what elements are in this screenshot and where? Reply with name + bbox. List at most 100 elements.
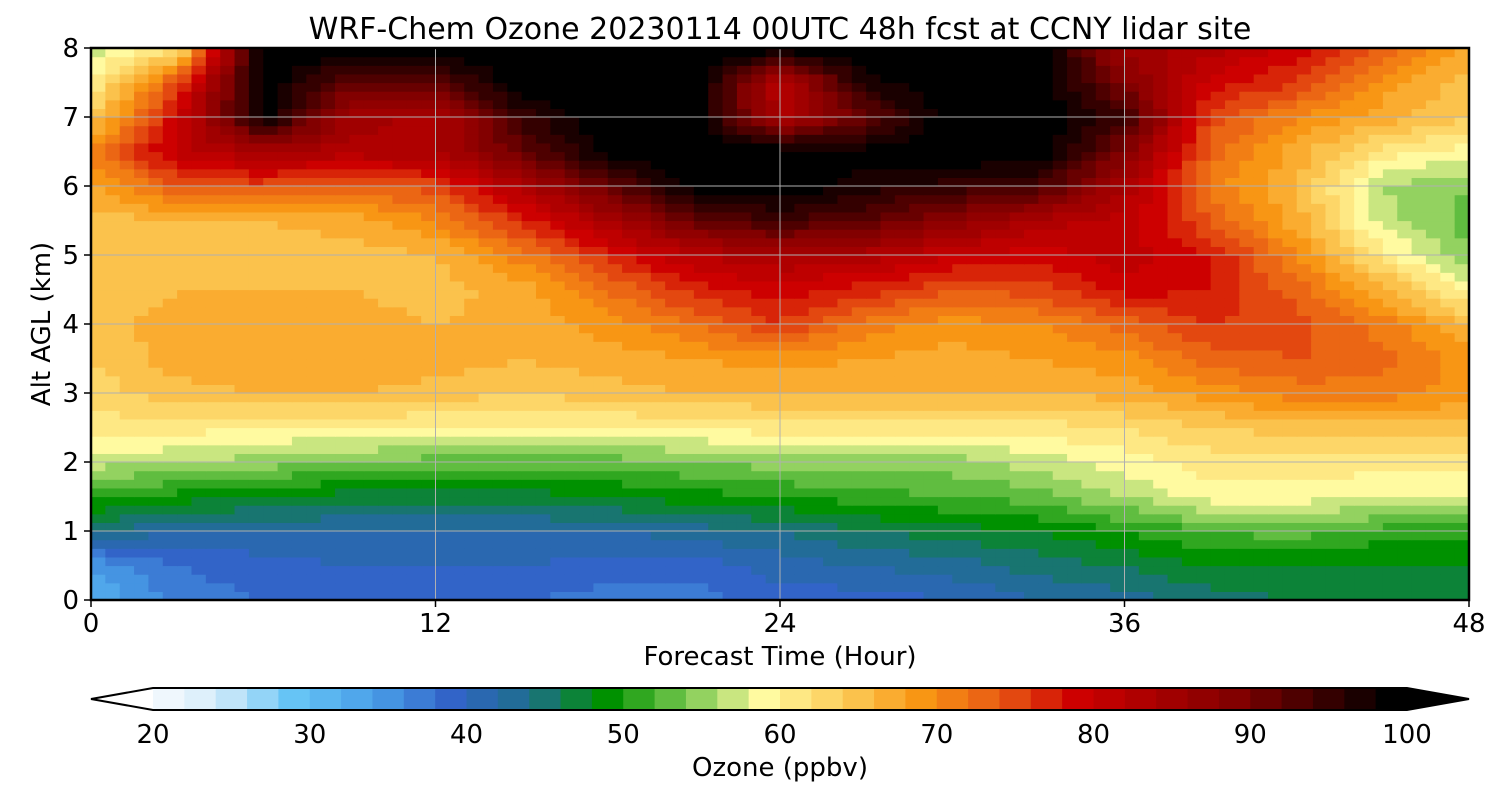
ozone-cell — [880, 487, 896, 498]
ozone-cell — [650, 160, 666, 170]
ozone-cell — [1325, 505, 1341, 515]
ozone-cell — [349, 470, 365, 480]
ozone-cell — [421, 186, 437, 196]
ozone-cell — [622, 505, 638, 515]
ozone-cell — [736, 229, 752, 239]
ozone-cell — [765, 539, 781, 549]
ozone-cell — [1210, 539, 1226, 549]
ozone-cell — [1268, 177, 1283, 187]
ozone-cell — [780, 565, 795, 575]
ozone-cell — [794, 427, 810, 437]
ozone-cell — [1038, 298, 1054, 308]
ozone-cell — [1153, 453, 1169, 463]
ozone-cell — [105, 289, 121, 299]
ozone-cell — [923, 393, 939, 403]
ozone-cell — [722, 487, 738, 498]
ozone-cell — [535, 358, 551, 368]
ozone-cell — [1224, 401, 1240, 411]
ozone-cell — [1009, 211, 1025, 222]
ozone-cell — [980, 203, 996, 213]
ozone-cell — [291, 168, 307, 178]
ozone-cell — [851, 367, 867, 377]
ozone-cell — [1368, 418, 1384, 429]
ozone-cell — [478, 384, 494, 394]
ozone-cell — [177, 410, 193, 420]
ozone-cell — [636, 582, 652, 592]
ozone-cell — [650, 401, 666, 411]
ozone-cell — [1067, 462, 1083, 472]
ozone-cell — [923, 229, 939, 239]
ozone-cell — [148, 436, 164, 446]
ozone-cell — [263, 522, 279, 532]
ozone-cell — [1440, 436, 1456, 446]
ozone-cell — [550, 539, 566, 549]
ozone-cell — [105, 203, 121, 213]
ozone-cell — [923, 263, 939, 273]
ozone-cell — [320, 522, 336, 532]
ozone-cell — [535, 375, 551, 385]
ozone-cell — [320, 453, 336, 463]
ozone-cell — [880, 393, 896, 403]
ozone-cell — [1239, 229, 1255, 239]
ozone-cell — [119, 229, 135, 239]
ozone-cell — [837, 298, 853, 308]
ozone-cell — [650, 582, 666, 592]
ozone-cell — [1454, 505, 1470, 515]
ozone-cell — [1296, 496, 1312, 506]
ozone-cell — [119, 436, 135, 446]
ozone-cell — [1052, 479, 1068, 489]
ozone-cell — [119, 211, 135, 222]
ozone-cell — [1268, 479, 1283, 489]
ozone-cell — [1153, 565, 1169, 575]
ozone-cell — [622, 393, 638, 403]
ozone-cell — [220, 401, 236, 411]
ozone-cell — [1124, 479, 1140, 489]
ozone-cell — [306, 556, 322, 567]
ozone-cell — [765, 298, 781, 308]
ozone-cell — [1425, 177, 1441, 187]
ozone-cell — [995, 384, 1011, 394]
ozone-cell — [1325, 246, 1341, 256]
ozone-cell — [1296, 427, 1312, 437]
ozone-cell — [220, 211, 236, 222]
ozone-cell — [1009, 410, 1025, 420]
ozone-cell — [1454, 462, 1470, 472]
ozone-cell — [894, 462, 910, 472]
ozone-cell — [693, 427, 709, 437]
ozone-cell — [736, 332, 752, 342]
ozone-cell — [1425, 358, 1441, 368]
ozone-cell — [1296, 410, 1312, 420]
ozone-cell — [1138, 151, 1154, 161]
ozone-cell — [191, 151, 207, 161]
ozone-cell — [550, 237, 566, 247]
ozone-cell — [148, 513, 164, 523]
ozone-cell — [980, 177, 996, 187]
ozone-cell — [909, 487, 925, 498]
ozone-cell — [765, 160, 781, 170]
ozone-cell — [134, 479, 150, 489]
ozone-cell — [492, 203, 508, 213]
ozone-cell — [1268, 556, 1283, 567]
ozone-cell — [1239, 522, 1255, 532]
ozone-cell — [937, 496, 953, 506]
ozone-cell — [464, 401, 480, 411]
ozone-cell — [521, 401, 537, 411]
ozone-cell — [1440, 531, 1456, 541]
ozone-cell — [1368, 272, 1384, 282]
ozone-cell — [234, 289, 250, 299]
ozone-cell — [349, 194, 365, 204]
ozone-cell — [1138, 324, 1154, 334]
ozone-cell — [622, 151, 638, 161]
ozone-cell — [1411, 151, 1427, 161]
ozone-cell — [1167, 574, 1183, 584]
ozone-cell — [679, 367, 695, 377]
ozone-cell — [1210, 401, 1226, 411]
ozone-cell — [1210, 324, 1226, 334]
ozone-cell — [550, 220, 566, 230]
ozone-cell — [1138, 582, 1154, 592]
ozone-cell — [1167, 427, 1183, 437]
ozone-cell — [579, 427, 594, 437]
ozone-cell — [320, 496, 336, 506]
ozone-cell — [478, 470, 494, 480]
ozone-cell — [1282, 177, 1298, 187]
